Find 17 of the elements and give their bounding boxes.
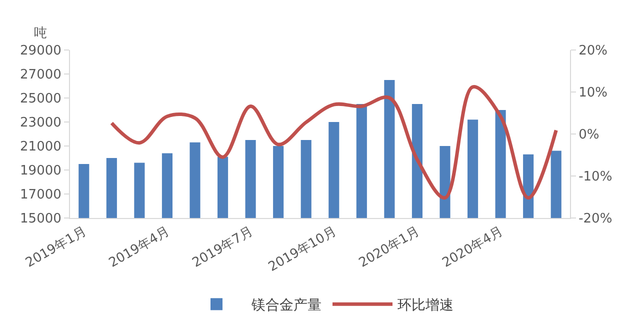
y-tick-label: 21000 bbox=[20, 140, 62, 155]
y-tick-label: 17000 bbox=[20, 188, 62, 203]
y-tick-label: 15000 bbox=[20, 212, 62, 227]
legend-label: 镁合金产量 bbox=[250, 298, 322, 314]
y-tick-label: 23000 bbox=[20, 116, 62, 131]
y2-tick-label: -10% bbox=[578, 170, 612, 185]
y2-tick-label: 10% bbox=[578, 86, 608, 101]
legend-label: 环比增速 bbox=[398, 298, 454, 314]
y-tick-label: 27000 bbox=[20, 68, 62, 83]
y-tick-label: 25000 bbox=[20, 92, 62, 107]
y-axis-title: 吨 bbox=[34, 26, 47, 41]
y2-tick-label: -20% bbox=[578, 212, 612, 227]
y-tick-label: 29000 bbox=[20, 44, 62, 59]
y-tick-label: 19000 bbox=[20, 164, 62, 179]
line-series bbox=[110, 85, 558, 200]
y2-tick-label: 20% bbox=[578, 44, 608, 59]
y2-tick-label: 0% bbox=[578, 128, 600, 143]
